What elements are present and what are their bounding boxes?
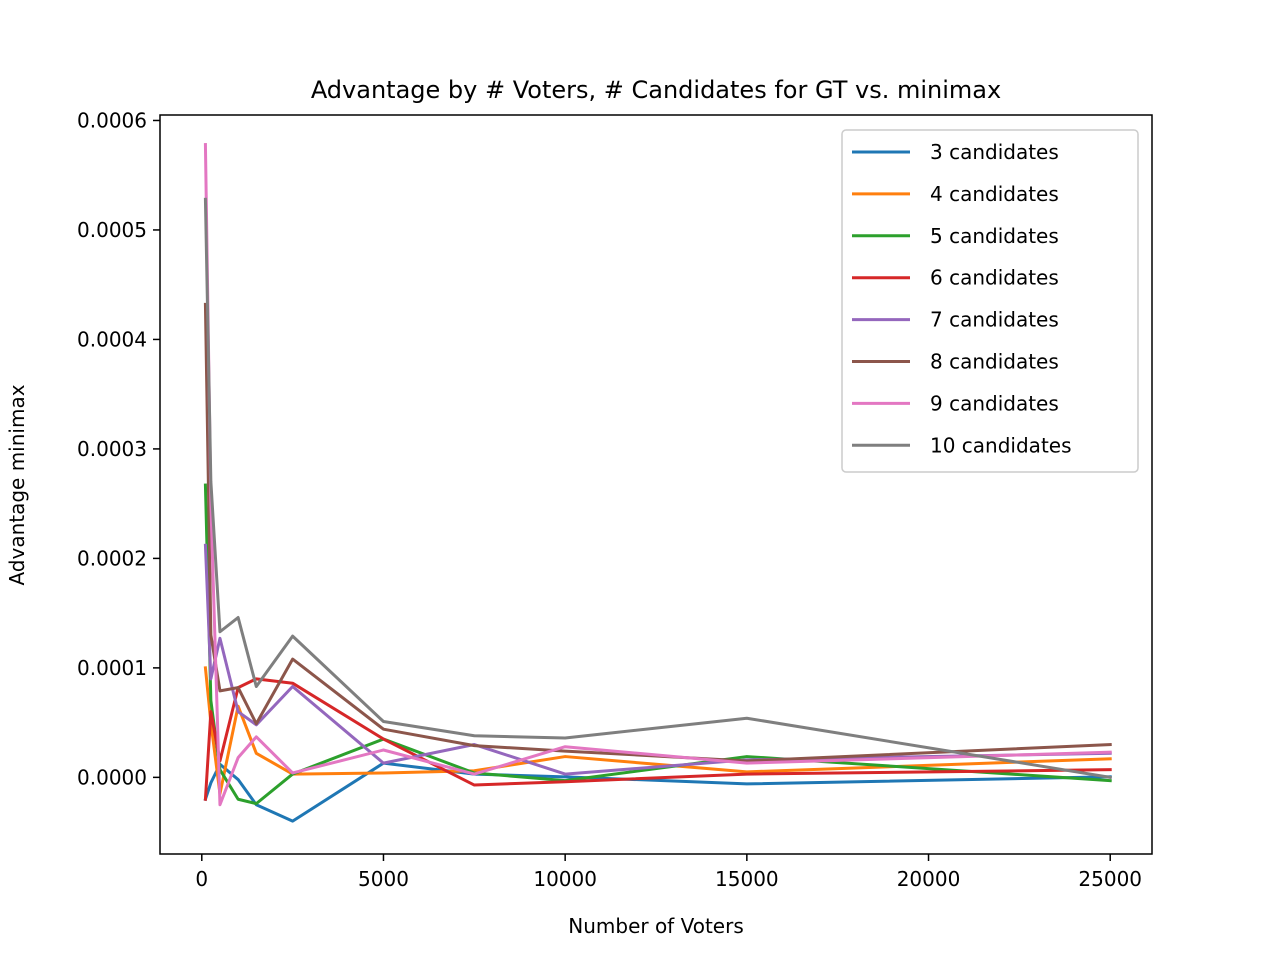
x-tick-label: 15000 — [715, 867, 779, 891]
x-tick-label: 20000 — [897, 867, 961, 891]
chart-title: Advantage by # Voters, # Candidates for … — [311, 76, 1001, 104]
y-tick-label: 0.0002 — [77, 546, 147, 570]
legend: 3 candidates 4 candidates 5 candidates 6 ca… — [841, 129, 1139, 473]
legend-label-2: 4 candidates — [930, 182, 1059, 206]
legend-label-1: 3 candidates — [930, 140, 1059, 164]
y-tick-label: 0.0001 — [77, 656, 147, 680]
series-layer — [203, 143, 1112, 823]
legend-label-5: 7 candidates — [930, 308, 1059, 332]
y-axis: 0.0000 0.0001 0.0002 0.0003 0.0004 0.0005 0.00… — [77, 108, 160, 789]
y-axis-label: Advantage minimax — [5, 384, 29, 585]
plot-frame — [159, 114, 1153, 855]
x-tick-label: 25000 — [1078, 867, 1142, 891]
x-axis-label: Number of Voters — [568, 914, 744, 938]
y-tick-label: 0.0005 — [77, 218, 147, 242]
legend-box — [841, 129, 1139, 473]
legend-label-7: 9 candidates — [930, 391, 1059, 415]
x-axis: 0 5000 10000 15000 20000 25000 — [195, 854, 1142, 891]
y-tick-label: 0.0006 — [77, 108, 147, 132]
y-tick-label: 0.0000 — [77, 765, 147, 789]
legend-label-4: 6 candidates — [930, 266, 1059, 290]
x-tick-label: 10000 — [533, 867, 597, 891]
legend-label-8: 10 candidates — [930, 433, 1072, 457]
y-tick-label: 0.0004 — [77, 327, 147, 351]
series-line-5 — [203, 543, 1112, 776]
legend-label-3: 5 candidates — [930, 224, 1059, 248]
x-tick-label: 0 — [195, 867, 208, 891]
series-line-7 — [203, 143, 1112, 807]
series-line-8 — [203, 197, 1112, 780]
y-tick-label: 0.0003 — [77, 437, 147, 461]
x-tick-label: 5000 — [358, 867, 409, 891]
legend-label-6: 8 candidates — [930, 350, 1059, 374]
